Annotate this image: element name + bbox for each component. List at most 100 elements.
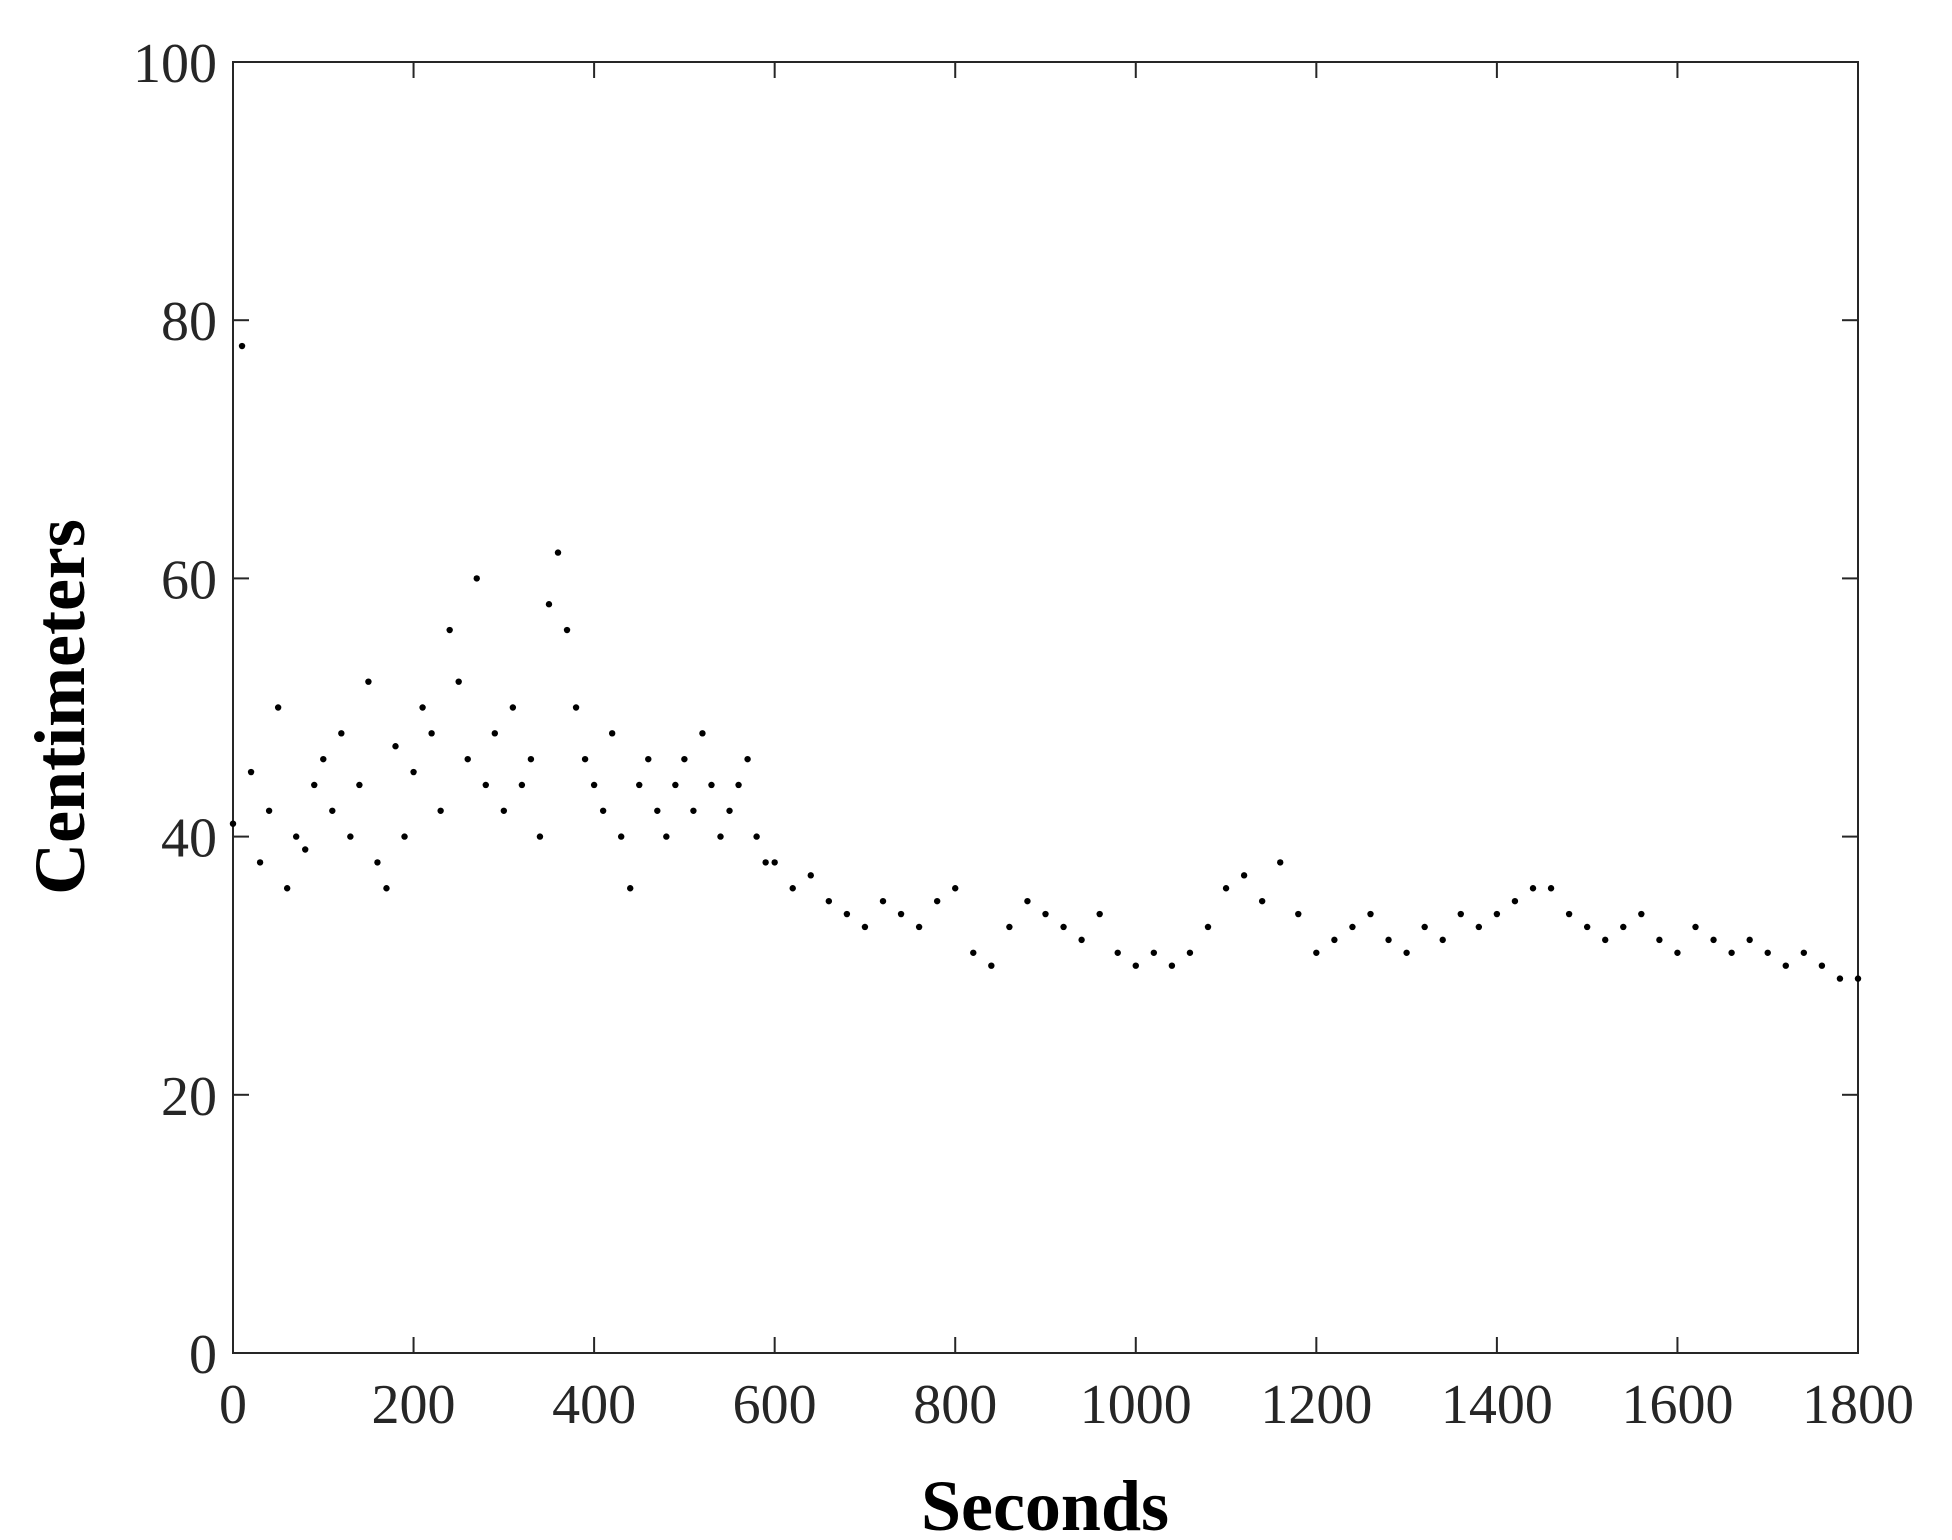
- data-point: [320, 755, 327, 763]
- data-point: [338, 730, 345, 737]
- data-point: [861, 923, 869, 931]
- data-point: [915, 923, 923, 931]
- data-point: [1403, 949, 1410, 956]
- y-tick-label: 100: [133, 33, 217, 95]
- data-point: [897, 910, 905, 918]
- data-point: [1674, 949, 1681, 956]
- data-point: [807, 872, 814, 879]
- data-point: [1114, 949, 1121, 956]
- data-point: [229, 820, 237, 827]
- data-point: [347, 833, 354, 840]
- data-point: [1258, 897, 1266, 905]
- data-point: [455, 678, 462, 685]
- data-point: [726, 807, 733, 814]
- data-point: [789, 885, 796, 892]
- data-point: [238, 342, 246, 350]
- data-point: [1385, 936, 1392, 944]
- data-point: [554, 549, 562, 556]
- data-point: [1728, 949, 1735, 956]
- y-axis-tick-labels: 0 20 40 60 80 100: [133, 33, 217, 1386]
- data-point: [383, 885, 390, 892]
- data-point: [581, 755, 589, 763]
- data-point: [374, 859, 381, 866]
- data-point: [663, 833, 670, 840]
- data-point: [265, 807, 273, 814]
- data-point: [1529, 885, 1537, 892]
- data-point: [1331, 936, 1338, 944]
- data-point: [1854, 975, 1862, 982]
- data-point: [672, 781, 679, 789]
- data-point: [1096, 910, 1103, 918]
- data-point: [329, 807, 336, 814]
- data-point: [988, 962, 995, 969]
- data-point: [1006, 923, 1013, 931]
- data-point: [952, 885, 959, 892]
- data-point: [1565, 910, 1573, 918]
- x-tick-label: 1200: [1260, 1374, 1372, 1436]
- data-point: [708, 781, 715, 789]
- x-tick-label: 1800: [1802, 1374, 1914, 1436]
- data-point: [302, 846, 309, 853]
- data-point: [437, 807, 444, 814]
- data-point: [879, 897, 887, 905]
- data-point: [1547, 885, 1555, 892]
- data-point: [1421, 923, 1428, 931]
- data-point: [482, 781, 489, 789]
- data-point: [843, 910, 851, 918]
- data-point: [1295, 910, 1302, 918]
- data-point: [1024, 897, 1031, 905]
- data-point: [356, 781, 363, 789]
- y-axis-label: Centimeters: [20, 519, 100, 895]
- data-point: [527, 755, 535, 763]
- data-point: [1836, 975, 1844, 982]
- data-point: [1078, 936, 1085, 944]
- data-point: [428, 730, 435, 737]
- data-point: [617, 833, 625, 840]
- data-point: [1493, 910, 1501, 918]
- data-point: [681, 755, 688, 763]
- data-point: [563, 626, 571, 634]
- x-tick-label: 200: [372, 1374, 456, 1436]
- x-tick-label: 1000: [1080, 1374, 1192, 1436]
- data-point: [1800, 949, 1808, 956]
- data-point: [283, 885, 291, 892]
- data-point: [1638, 910, 1645, 918]
- data-point: [1349, 923, 1356, 931]
- data-point: [419, 704, 426, 711]
- y-tick-label: 60: [161, 549, 217, 611]
- axis-ticks: [232, 61, 1859, 1354]
- data-point: [1367, 910, 1374, 918]
- data-point: [247, 768, 255, 776]
- data-point: [464, 755, 471, 763]
- data-point: [1168, 962, 1176, 969]
- data-point: [690, 807, 697, 814]
- data-point: [1186, 949, 1194, 956]
- data-point: [292, 833, 300, 840]
- data-point: [744, 755, 751, 763]
- data-point: [1222, 885, 1230, 892]
- data-point: [365, 678, 372, 685]
- data-point: [771, 859, 778, 866]
- data-point: [392, 743, 399, 750]
- data-point: [1204, 923, 1212, 931]
- data-point: [970, 949, 977, 956]
- data-point: [410, 768, 417, 776]
- data-point: [401, 833, 408, 840]
- data-points: [229, 342, 1862, 982]
- data-point: [536, 833, 544, 840]
- data-point: [518, 781, 526, 789]
- data-point: [1692, 923, 1699, 931]
- data-point: [762, 859, 769, 866]
- data-point: [699, 730, 706, 737]
- data-point: [825, 897, 833, 905]
- data-point: [1710, 936, 1717, 944]
- x-tick-label: 400: [552, 1374, 636, 1436]
- data-point: [274, 704, 282, 711]
- data-point: [627, 885, 634, 892]
- data-point: [654, 807, 661, 814]
- data-point: [1818, 962, 1826, 969]
- data-point: [1583, 923, 1591, 931]
- data-point: [256, 859, 264, 866]
- data-point: [311, 781, 318, 789]
- x-axis-label: Seconds: [921, 1466, 1169, 1540]
